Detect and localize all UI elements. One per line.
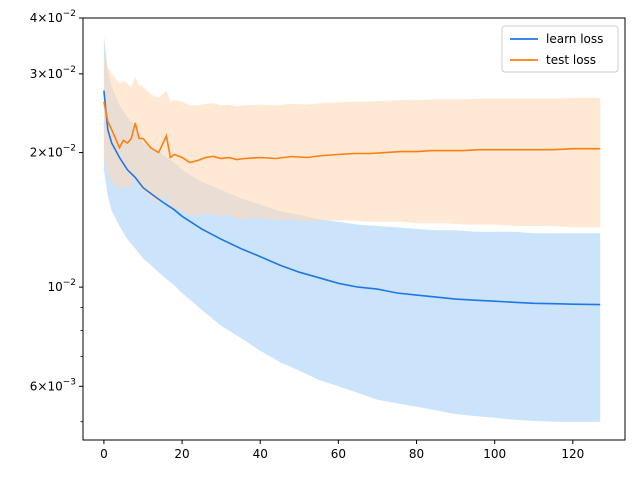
confidence-bands (103, 35, 601, 422)
test-loss-line (103, 101, 601, 164)
axes (82, 17, 626, 441)
x-tick-label: 60 (331, 447, 346, 461)
x-tick-label: 0 (100, 447, 108, 461)
x-tick-label: 20 (174, 447, 189, 461)
x-tick-label: 120 (561, 447, 584, 461)
y-tick-label: 3×10−2 (30, 65, 76, 81)
series-lines (103, 90, 601, 306)
legend: learn loss test loss (501, 25, 619, 73)
learn-loss-band (103, 35, 601, 422)
y-tick-label: 6×10−3 (30, 377, 76, 393)
y-tick-label: 10−2 (47, 278, 76, 294)
legend-label-learn-loss: learn loss (546, 32, 603, 46)
x-tick-label: 80 (409, 447, 424, 461)
plot-frame (82, 17, 626, 441)
x-tick-label: 40 (253, 447, 268, 461)
y-tick-label: 4×10−2 (30, 9, 76, 25)
learn-loss-line (103, 90, 601, 306)
x-tick-label: 100 (483, 447, 506, 461)
y-axis-ticks: 6×10−3 10−2 2×10−2 3×10−2 4×10−2 (30, 9, 83, 423)
y-tick-label: 2×10−2 (30, 144, 76, 160)
x-axis-ticks: 0 20 40 60 80 100 120 (100, 440, 584, 461)
legend-label-test-loss: test loss (546, 53, 596, 67)
test-loss-band (103, 55, 601, 228)
